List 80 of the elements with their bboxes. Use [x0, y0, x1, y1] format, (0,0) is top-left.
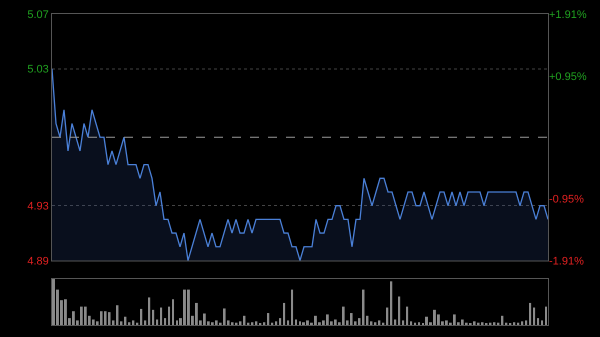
bar: [243, 316, 246, 325]
bar: [433, 310, 436, 325]
y2-tick-label: +0.95%: [549, 70, 587, 83]
bar: [342, 306, 345, 325]
bar: [283, 302, 286, 325]
bar: [541, 320, 544, 325]
bar: [402, 320, 404, 325]
bar: [287, 320, 290, 325]
bar: [84, 306, 87, 325]
bar: [164, 318, 166, 325]
bar: [406, 306, 408, 325]
bar: [473, 321, 476, 325]
bar: [533, 308, 536, 325]
bar: [362, 290, 364, 325]
bar: [334, 319, 337, 325]
y-tick-label: 4.89: [27, 255, 49, 268]
bar: [108, 312, 111, 325]
bar: [104, 311, 107, 325]
bar: [203, 314, 206, 325]
bar: [267, 313, 270, 325]
bar: [302, 322, 305, 325]
bar: [418, 322, 420, 325]
bar: [211, 322, 214, 325]
bar: [160, 308, 162, 325]
bar: [501, 316, 504, 325]
bar: [183, 290, 186, 325]
bar: [398, 296, 400, 325]
bar: [72, 311, 75, 325]
bar: [525, 320, 528, 325]
bar: [410, 321, 412, 325]
bar: [187, 290, 190, 325]
bar: [326, 314, 329, 325]
y-tick-label: 4.93: [27, 200, 49, 213]
bar: [100, 311, 103, 325]
y-tick-label: 5.03: [27, 64, 49, 76]
bar: [513, 322, 516, 325]
bar: [251, 322, 254, 325]
bar: [255, 321, 258, 325]
bar: [172, 299, 174, 325]
bar: [378, 320, 380, 325]
bar: [295, 319, 298, 325]
bar: [481, 322, 484, 325]
bar: [537, 318, 540, 325]
bar: [545, 306, 548, 325]
bar: [461, 319, 464, 325]
bar: [148, 297, 150, 325]
bar: [453, 314, 456, 325]
bar: [80, 306, 83, 325]
bar: [445, 320, 448, 325]
bar: [140, 308, 142, 325]
bar: [425, 316, 428, 325]
bar: [116, 305, 118, 325]
bar: [223, 308, 226, 325]
bar: [132, 320, 134, 325]
bar: [493, 322, 496, 325]
bar: [152, 310, 154, 325]
bar: [176, 320, 178, 325]
bar: [64, 299, 67, 325]
bar: [195, 302, 198, 325]
y-tick-label: 5.07: [27, 8, 49, 21]
bar: [52, 279, 55, 325]
bar: [92, 319, 95, 325]
bar: [350, 313, 353, 325]
bar: [437, 314, 440, 325]
bar: [156, 319, 158, 325]
bar: [279, 318, 282, 325]
bar: [231, 322, 234, 325]
bar: [390, 281, 392, 325]
bar: [291, 290, 294, 325]
bar: [374, 322, 376, 325]
bar: [529, 302, 532, 325]
bar: [168, 306, 170, 325]
bar: [215, 320, 218, 325]
y2-tick-label: -1.91%: [549, 255, 584, 268]
bar: [124, 316, 126, 325]
y2-tick-label: -0.95%: [549, 193, 584, 206]
bar: [299, 321, 301, 325]
bar: [314, 316, 317, 325]
bar: [306, 320, 309, 325]
y2-tick-label: +1.91%: [549, 8, 587, 21]
